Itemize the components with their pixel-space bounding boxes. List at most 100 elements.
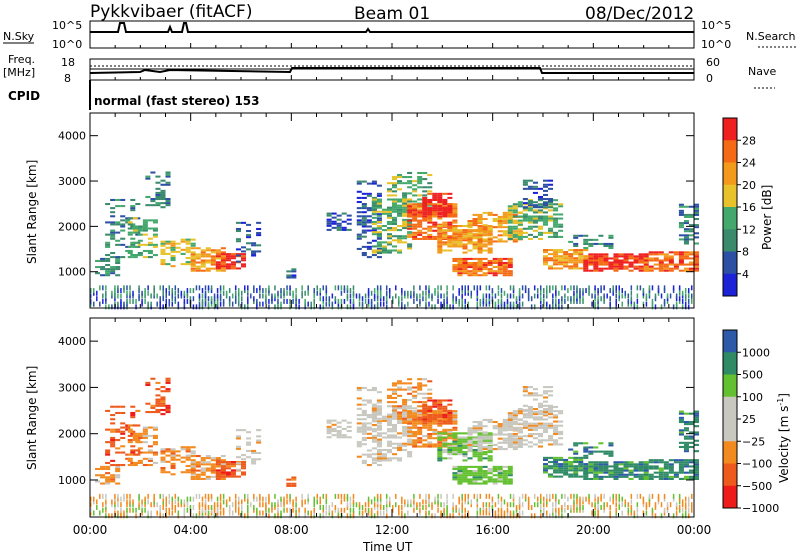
velocity-cell bbox=[548, 407, 553, 409]
power-cell bbox=[498, 216, 503, 218]
power-cell bbox=[229, 296, 231, 301]
power-cell bbox=[661, 304, 663, 309]
velocity-cell bbox=[684, 421, 689, 423]
velocity-cell bbox=[498, 513, 500, 518]
velocity-cell bbox=[558, 465, 563, 467]
power-cell bbox=[422, 211, 427, 213]
velocity-cell bbox=[362, 454, 367, 456]
power-cell bbox=[148, 250, 153, 252]
power-cell bbox=[407, 172, 412, 174]
power-cell bbox=[412, 209, 417, 211]
velocity-cell bbox=[437, 416, 442, 418]
colorbar-tick: 4 bbox=[742, 268, 749, 281]
power-cell bbox=[138, 293, 140, 298]
velocity-cell bbox=[283, 508, 285, 513]
velocity-cell bbox=[679, 411, 684, 413]
power-cell bbox=[597, 296, 599, 301]
power-cell bbox=[624, 253, 629, 255]
velocity-cell bbox=[407, 393, 412, 395]
velocity-cell bbox=[392, 414, 397, 416]
power-cell bbox=[493, 226, 498, 228]
power-cell bbox=[639, 268, 644, 270]
velocity-cell bbox=[452, 418, 457, 420]
power-cell bbox=[437, 215, 442, 217]
velocity-cell bbox=[105, 466, 110, 468]
power-cell bbox=[392, 207, 397, 209]
velocity-cell bbox=[186, 465, 191, 467]
power-cell bbox=[159, 285, 161, 290]
power-cell bbox=[619, 264, 624, 266]
power-cell bbox=[413, 285, 415, 290]
power-cell bbox=[493, 274, 498, 276]
power-cell bbox=[464, 299, 466, 304]
velocity-cell bbox=[155, 409, 160, 411]
power-cell bbox=[583, 270, 588, 272]
velocity-cell bbox=[392, 428, 397, 430]
power-cell bbox=[160, 184, 165, 186]
power-cell bbox=[598, 264, 603, 266]
power-cell bbox=[694, 236, 699, 238]
power-cell bbox=[674, 268, 679, 270]
power-cell bbox=[528, 220, 533, 222]
velocity-cell bbox=[153, 437, 158, 439]
power-cell bbox=[598, 235, 603, 237]
power-cell bbox=[548, 180, 553, 182]
velocity-cell bbox=[417, 427, 422, 429]
power-cell bbox=[615, 293, 617, 298]
velocity-cell bbox=[613, 476, 618, 478]
power-cell bbox=[593, 259, 598, 261]
power-cell bbox=[368, 299, 370, 304]
power-cell bbox=[422, 199, 427, 201]
velocity-cell bbox=[649, 459, 654, 461]
power-cell bbox=[196, 262, 201, 264]
colorbar-swatch bbox=[723, 397, 737, 420]
power-cell bbox=[437, 197, 442, 199]
power-cell bbox=[169, 285, 171, 290]
power-cell bbox=[160, 263, 165, 265]
velocity-cell bbox=[286, 494, 288, 499]
power-cell bbox=[256, 232, 261, 234]
power-cell bbox=[644, 257, 649, 259]
power-cell bbox=[148, 256, 153, 258]
power-cell bbox=[598, 262, 603, 264]
power-cell bbox=[153, 221, 158, 223]
power-cell bbox=[437, 247, 442, 249]
velocity-cell bbox=[377, 402, 382, 404]
power-cell bbox=[538, 198, 543, 200]
velocity-cell bbox=[437, 412, 442, 414]
velocity-cell bbox=[356, 502, 358, 507]
velocity-cell bbox=[694, 465, 699, 467]
velocity-cell bbox=[437, 439, 442, 441]
power-cell bbox=[428, 302, 430, 307]
power-cell bbox=[295, 288, 297, 293]
velocity-cell bbox=[160, 452, 165, 454]
velocity-cell bbox=[468, 448, 473, 450]
power-cell bbox=[478, 230, 483, 232]
velocity-cell bbox=[442, 429, 447, 431]
power-cell bbox=[553, 220, 558, 222]
velocity-cell bbox=[593, 463, 598, 465]
velocity-cell bbox=[534, 513, 536, 518]
power-cell bbox=[598, 270, 603, 272]
power-cell bbox=[432, 236, 437, 238]
power-cell bbox=[523, 206, 528, 208]
velocity-cell bbox=[437, 410, 442, 412]
power-cell bbox=[543, 261, 548, 263]
power-cell bbox=[110, 232, 115, 234]
velocity-cell bbox=[478, 429, 483, 431]
velocity-cell bbox=[563, 471, 568, 473]
power-cell bbox=[274, 304, 276, 309]
xtick-label: 16:00 bbox=[475, 523, 510, 537]
velocity-cell bbox=[427, 393, 432, 395]
velocity-cell bbox=[372, 435, 377, 437]
power-cell bbox=[392, 217, 397, 219]
power-cell bbox=[110, 211, 115, 213]
power-cell bbox=[488, 270, 493, 272]
velocity-cell bbox=[362, 505, 364, 510]
power-cell bbox=[155, 194, 160, 196]
power-cell bbox=[478, 218, 483, 220]
power-cell bbox=[199, 302, 201, 307]
colorbar-swatch bbox=[723, 486, 737, 509]
velocity-cell bbox=[613, 478, 618, 480]
velocity-cell bbox=[150, 511, 152, 516]
